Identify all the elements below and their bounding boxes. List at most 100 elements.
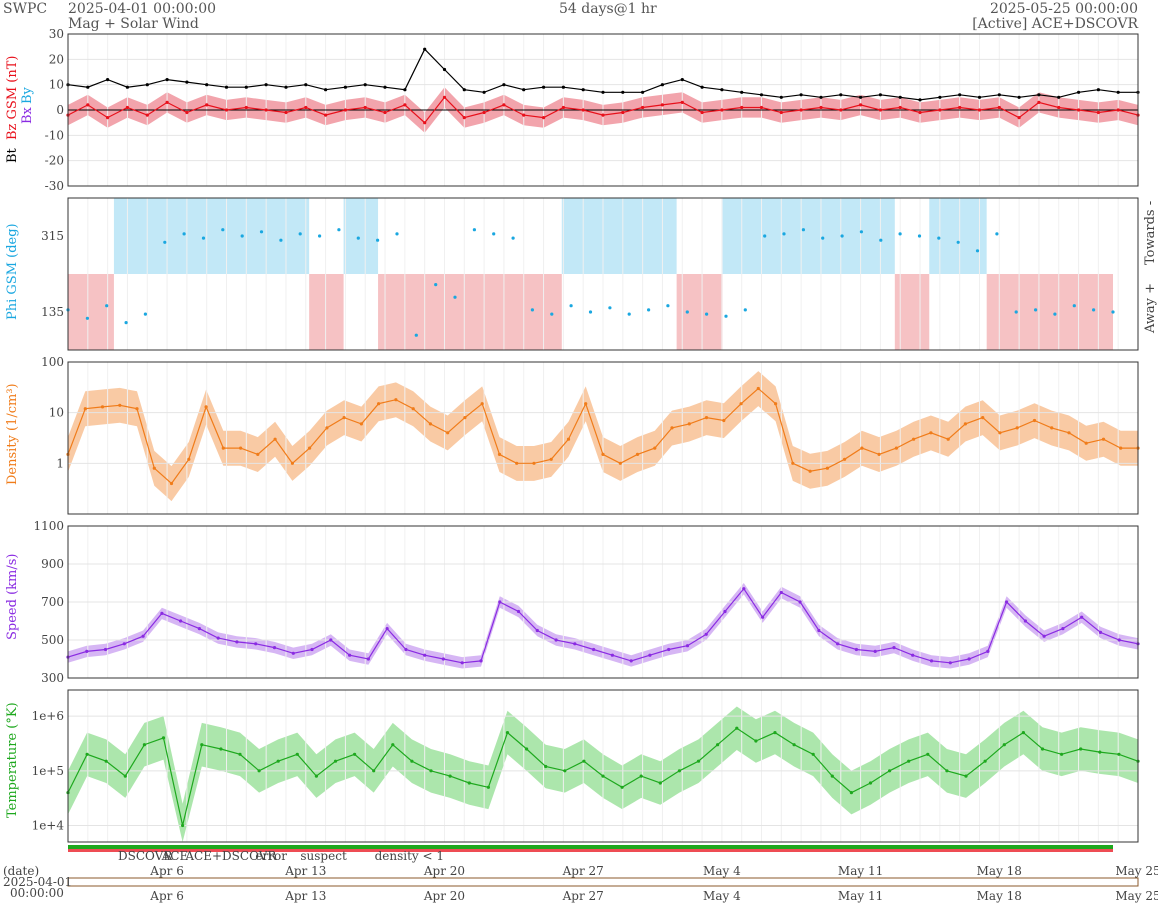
phi-point (995, 232, 999, 236)
phi-away-sector (676, 274, 723, 350)
bt-point (442, 67, 447, 72)
density-point (843, 457, 847, 461)
speed-point (967, 657, 971, 661)
bt-point (759, 93, 764, 97)
phi-point (724, 314, 728, 318)
start-datetime: 2025-04-01 00:00:00 (68, 1, 217, 17)
speed-point (516, 609, 521, 614)
bfield-tick-label: -10 (45, 128, 64, 142)
phi-point (356, 236, 360, 240)
phi-point (705, 312, 709, 316)
speed-point (986, 649, 990, 654)
temperature-point (773, 731, 777, 735)
speed-point (404, 647, 408, 652)
density-point (359, 422, 363, 426)
bz-point (383, 110, 387, 115)
bt-point (106, 78, 110, 82)
temperature-point (276, 759, 280, 763)
temperature-point (677, 769, 682, 773)
source-legend-item: density < 1 (375, 849, 444, 863)
bt-point (958, 93, 962, 97)
bt-point (363, 83, 367, 87)
bz-point (819, 105, 823, 110)
bt-label: Bt (5, 147, 20, 163)
bfield-tick-label: 0 (56, 103, 64, 117)
density-point (187, 457, 191, 461)
bt-point (264, 83, 268, 87)
phi-point (1092, 308, 1096, 312)
speed-point (836, 642, 840, 646)
speed-point (348, 653, 352, 657)
density-point (808, 469, 812, 473)
bt-point (185, 80, 189, 84)
bz-point (938, 108, 942, 112)
phi-point (1111, 310, 1115, 314)
phi-point (782, 232, 786, 236)
density-point (877, 452, 881, 456)
phi-point (105, 304, 109, 308)
speed-point (1023, 619, 1027, 623)
temperature-point (104, 759, 108, 763)
speed-point (554, 638, 558, 642)
bt-point (779, 95, 783, 99)
bt-point (680, 78, 684, 82)
temperature-point (907, 759, 911, 763)
density-point (325, 426, 329, 430)
by-label: By (20, 86, 35, 104)
temperature-point (639, 774, 643, 778)
bz-point (1116, 108, 1120, 112)
temperature-label: Temperature (°K) (5, 702, 20, 818)
temperature-point (505, 731, 510, 735)
temperature-point (467, 781, 471, 785)
density-point (963, 422, 968, 426)
density-point (169, 481, 174, 486)
temperature-point (849, 791, 854, 795)
speed-point (592, 647, 596, 652)
speed-tick-label: 700 (41, 595, 64, 609)
phi-point (434, 283, 438, 287)
speed-point (1042, 634, 1046, 638)
bz-point (482, 110, 486, 115)
speed-point (798, 600, 802, 604)
density-point (566, 437, 571, 441)
bz-point (621, 110, 625, 115)
x-tick-label-bottom: Apr 6 (149, 889, 184, 903)
start-time-label: 00:00:00 (10, 886, 64, 900)
phi-point (627, 312, 631, 316)
density-point (670, 426, 674, 430)
density-point (497, 452, 502, 456)
temperature-point (142, 743, 146, 747)
brand-label: SWPC (3, 1, 48, 17)
phi-point (743, 308, 747, 312)
bz-point (700, 110, 704, 115)
bt-point (1096, 88, 1100, 92)
phi-away-sector (309, 274, 344, 350)
density-tick-label: 100 (41, 355, 64, 369)
phi-point (666, 304, 670, 308)
density-point (221, 446, 225, 450)
density-point (135, 407, 139, 411)
phi-tick-label: 135 (41, 305, 64, 319)
bfield-tick-label: 30 (49, 27, 64, 41)
bz-point (462, 116, 466, 120)
speed-point (197, 627, 201, 631)
density-point (515, 461, 519, 465)
bt-point (799, 93, 803, 97)
start-date-label: 2025-04-01 (3, 875, 72, 889)
temperature-point (200, 743, 204, 747)
speed-point (498, 600, 502, 604)
bt-point (1057, 95, 1061, 99)
density-point (687, 422, 691, 426)
bx-label: Bx (20, 106, 35, 124)
away-label: Away + (1143, 283, 1158, 334)
speed-range-band (68, 583, 1138, 669)
temperature-point (830, 774, 834, 778)
temperature-point (601, 774, 605, 778)
phi-point (124, 321, 128, 325)
phi-towards-sector (929, 198, 987, 274)
density-point (929, 431, 933, 435)
speed-point (685, 644, 690, 648)
speed-point (1080, 615, 1084, 619)
speed-point (761, 615, 765, 619)
